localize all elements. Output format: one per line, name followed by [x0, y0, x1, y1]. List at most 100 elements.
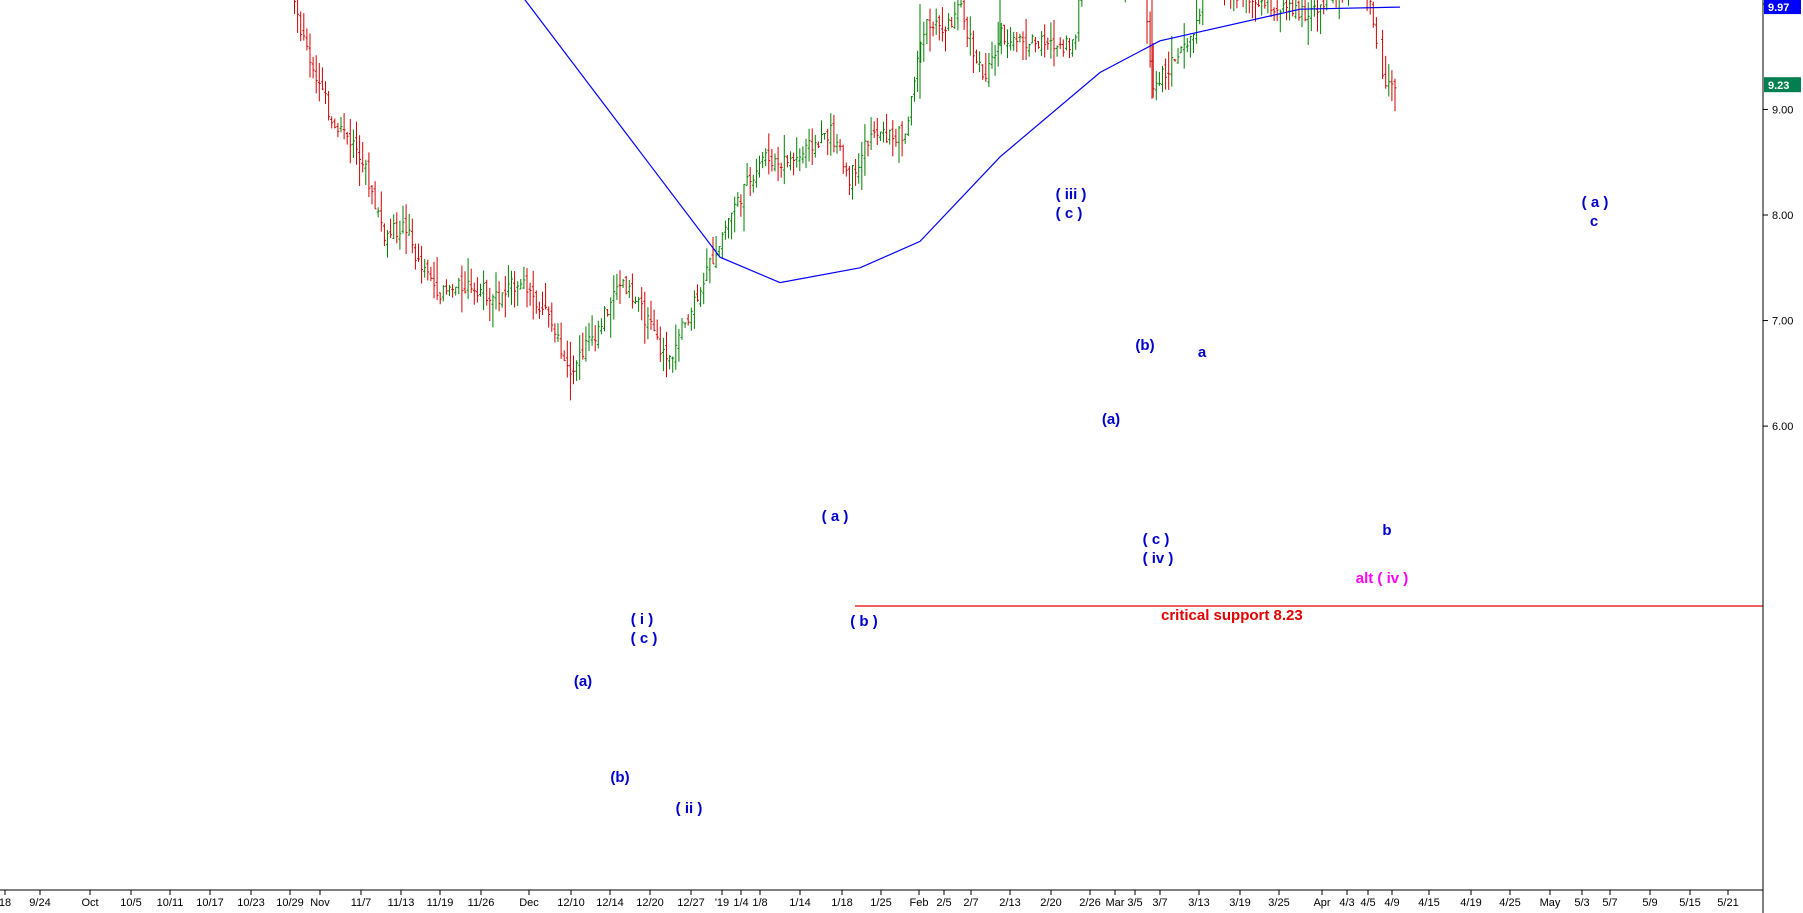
ohlc-bar	[441, 285, 445, 302]
ohlc-bar	[875, 117, 879, 145]
ohlc-bar	[1146, 0, 1149, 44]
x-tick-label: 5/3	[1574, 897, 1589, 909]
x-tick-label: 12/20	[636, 897, 664, 909]
ohlc-bar	[739, 194, 743, 217]
ohlc-bar	[531, 270, 535, 320]
ohlc-bar	[637, 296, 640, 312]
ohlc-bar	[835, 134, 839, 154]
price-tag-label: 9.23	[1768, 80, 1789, 92]
ohlc-bar	[1369, 0, 1372, 15]
ohlc-bar	[708, 257, 712, 284]
ohlc-bar	[1021, 31, 1025, 61]
ohlc-bar	[627, 279, 631, 298]
ohlc-bar	[764, 148, 768, 167]
ohlc-bar	[1257, 0, 1260, 8]
ohlc-bar	[916, 50, 919, 92]
x-tick-label: 9/24	[29, 897, 50, 909]
x-tick-label: 2/20	[1040, 897, 1061, 909]
x-tick-label: May	[1540, 897, 1561, 909]
ohlc-bar	[779, 162, 783, 178]
ohlc-bar	[1043, 24, 1047, 58]
ohlc-bar	[1242, 0, 1244, 8]
ohlc-bar	[314, 55, 318, 94]
ohlc-bar	[1255, 0, 1257, 22]
ma-short-line	[524, 0, 1401, 284]
ohlc-bar	[587, 322, 591, 352]
ohlc-bar	[297, 0, 299, 33]
ohlc-bar	[1195, 0, 1198, 44]
ohlc-bar	[1037, 40, 1040, 49]
ohlc-bar	[770, 148, 774, 172]
ohlc-bar	[519, 279, 523, 290]
ohlc-bar	[1027, 43, 1031, 57]
x-tick-label: 5/7	[1602, 897, 1617, 909]
ohlc-bar	[1291, 0, 1295, 17]
y-tick-label: 8.00	[1772, 210, 1793, 222]
ohlc-bar	[820, 120, 823, 144]
ohlc-bar	[379, 191, 383, 232]
ohlc-bar	[404, 204, 408, 255]
x-tick-label: 4/15	[1418, 897, 1439, 909]
wave-label-a-small-paren: (a)	[574, 673, 592, 690]
ohlc-bar	[776, 146, 780, 182]
ohlc-bar	[965, 16, 969, 47]
x-tick-label: 4/3	[1339, 897, 1354, 909]
ohlc-bar	[550, 302, 554, 332]
ohlc-bar	[547, 306, 551, 328]
ohlc-bar	[1164, 58, 1167, 90]
ohlc-bar	[457, 277, 461, 295]
wave-label-iii-c: ( c )	[1056, 205, 1083, 222]
ohlc-bar	[479, 283, 482, 297]
ohlc-bar	[807, 128, 811, 162]
ohlc-bar	[435, 257, 439, 300]
ohlc-bar	[600, 318, 603, 335]
ohlc-bar	[454, 286, 458, 296]
ohlc-bar	[1158, 71, 1161, 86]
ohlc-bar	[1030, 34, 1034, 44]
ohlc-bar	[1224, 0, 1225, 6]
ohlc-bar	[851, 165, 854, 200]
ohlc-bar	[324, 81, 327, 105]
ohlc-bar	[854, 159, 857, 186]
ohlc-bar	[773, 153, 777, 172]
ohlc-bar	[1018, 33, 1022, 43]
x-tick-label: 10/5	[120, 897, 141, 909]
ohlc-bar	[717, 245, 721, 257]
ohlc-bar	[1065, 35, 1068, 51]
ohlc-bar	[476, 277, 479, 303]
ohlc-bar	[1077, 0, 1081, 42]
wave-label-i-c: ( c )	[631, 630, 658, 647]
ohlc-bar	[1313, 0, 1316, 17]
ohlc-bar	[689, 307, 693, 331]
ohlc-bar	[386, 230, 389, 258]
ohlc-bar	[872, 121, 876, 138]
ohlc-bar	[336, 122, 340, 138]
ohlc-bar	[978, 51, 981, 73]
x-tick-label: 12/14	[596, 897, 624, 909]
x-tick-label: Apr	[1313, 897, 1330, 909]
ohlc-bar	[655, 319, 659, 340]
price-tags: 10.379.979.23	[1764, 0, 1801, 93]
ohlc-bar	[432, 261, 436, 299]
ohlc-bar	[755, 158, 758, 188]
ohlc-bar	[996, 21, 1000, 67]
ohlc-bar	[981, 64, 985, 80]
ohlc-bar	[841, 144, 845, 174]
ohlc-bar	[503, 275, 507, 318]
ohlc-bar	[342, 113, 346, 140]
x-tick-label: 4/9	[1384, 897, 1399, 909]
ohlc-bar	[376, 207, 380, 218]
ohlc-bar	[1251, 0, 1254, 19]
ohlc-bar	[671, 356, 675, 373]
ohlc-bar	[1297, 0, 1301, 21]
ohlc-bar	[358, 135, 361, 186]
ohlc-bar	[801, 146, 805, 164]
ohlc-bar	[758, 155, 761, 178]
ohlc-bar	[1071, 39, 1074, 57]
ohlc-bar	[1052, 19, 1056, 67]
ohlc-bar	[959, 0, 963, 8]
ohlc-bar	[891, 120, 895, 157]
y-tick-label: 7.00	[1772, 316, 1793, 328]
ohlc-bar	[844, 162, 848, 177]
